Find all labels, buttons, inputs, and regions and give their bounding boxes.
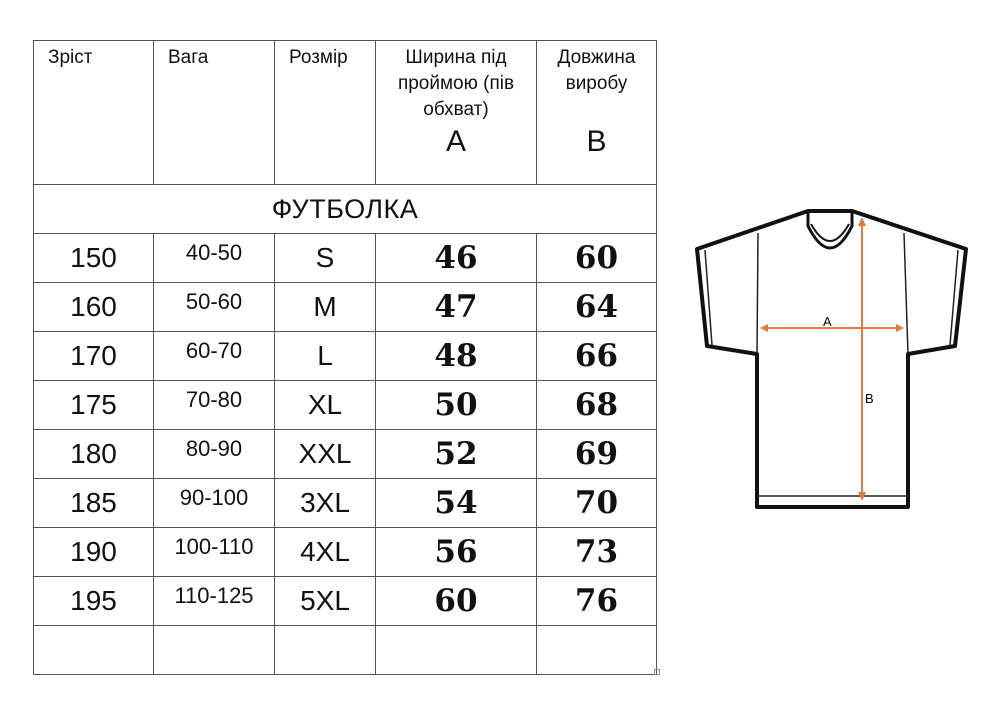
cell-size: XL (274, 380, 376, 430)
header-length: Довжина виробу B (536, 40, 657, 185)
cell-weight: 40-50 (153, 233, 275, 283)
header-height: Зріст (33, 40, 154, 185)
cell-length: 69 (536, 429, 657, 479)
cell-weight: 70-80 (153, 380, 275, 430)
cell-weight: 60-70 (153, 331, 275, 381)
resize-handle (654, 669, 660, 675)
header-row: Зріст Вага Розмір Ширина під проймою (пі… (33, 40, 657, 185)
cell-width: 46 (375, 233, 537, 283)
left-cuff (704, 249, 713, 346)
cell-length: 64 (536, 282, 657, 332)
collar-inner (810, 223, 850, 242)
table-row: 175 70-80 XL 50 68 (33, 380, 657, 430)
cell-length: 66 (536, 331, 657, 381)
cell-width: 60 (375, 576, 537, 626)
cell-size: M (274, 282, 376, 332)
header-length-label: Довжина виробу (557, 47, 636, 94)
cell-size: XXL (274, 429, 376, 479)
table-row: 160 50-60 M 47 64 (33, 282, 657, 332)
cell-height: 180 (33, 429, 154, 479)
cell-width: 56 (375, 527, 537, 577)
header-weight: Вага (153, 40, 275, 185)
header-letter-b: B (586, 125, 607, 158)
size-chart-table: Зріст Вага Розмір Ширина під проймою (пі… (33, 40, 657, 675)
tshirt-outline (695, 209, 968, 509)
right-sleeve-seam (903, 232, 909, 355)
header-width-label: Ширина під проймою (пів обхват) (397, 47, 515, 120)
table-row: 195 110-125 5XL 60 76 (33, 576, 657, 626)
cell-size: 3XL (274, 478, 376, 528)
table-row: 180 80-90 XXL 52 69 (33, 429, 657, 479)
table-row: 190 100-110 4XL 56 73 (33, 527, 657, 577)
cell-weight: 80-90 (153, 429, 275, 479)
cell-height: 160 (33, 282, 154, 332)
cell-length: 76 (536, 576, 657, 626)
empty-row (33, 625, 657, 675)
cell-length: 70 (536, 478, 657, 528)
header-width: Ширина під проймою (пів обхват) A (375, 40, 537, 185)
cell-width: 47 (375, 282, 537, 332)
cell-height: 190 (33, 527, 154, 577)
cell-size: 5XL (274, 576, 376, 626)
cell-height: 195 (33, 576, 154, 626)
cell-weight: 90-100 (153, 478, 275, 528)
cell-size: 4XL (274, 527, 376, 577)
cell-height: 150 (33, 233, 154, 283)
cell-height: 170 (33, 331, 154, 381)
cell-weight: 50-60 (153, 282, 275, 332)
right-cuff (949, 249, 959, 346)
left-sleeve-seam (756, 232, 759, 355)
cell-width: 52 (375, 429, 537, 479)
cell-length: 68 (536, 380, 657, 430)
header-letter-a: A (445, 125, 466, 158)
label-a: A (823, 314, 832, 329)
collar (806, 211, 854, 250)
cell-weight: 110-125 (153, 576, 275, 626)
label-b: B (865, 391, 874, 406)
cell-length: 73 (536, 527, 657, 577)
